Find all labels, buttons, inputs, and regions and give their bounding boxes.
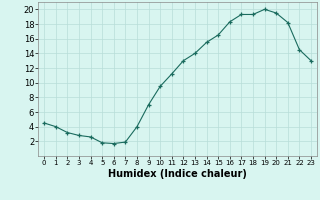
X-axis label: Humidex (Indice chaleur): Humidex (Indice chaleur) [108,169,247,179]
